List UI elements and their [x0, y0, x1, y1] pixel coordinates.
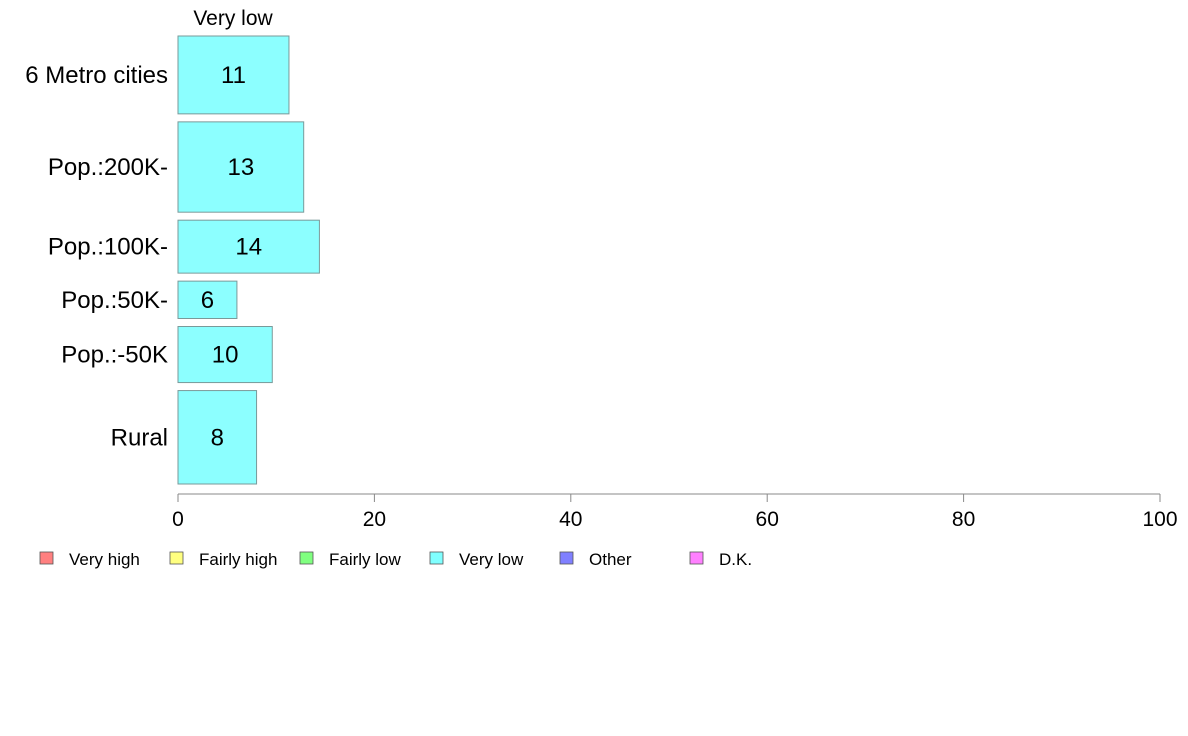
x-tick-label-3: 60: [756, 508, 779, 531]
legend-swatch-2: [299, 551, 314, 565]
bars: 11 6 Metro cities 13 Pop.:200K- 14 Pop.:100K-…: [25, 35, 320, 485]
data-label-3: 6: [201, 287, 214, 314]
bar-5: [177, 390, 258, 485]
x-tick-label-1: 20: [363, 508, 386, 531]
x-tick-label-4: 80: [952, 508, 975, 531]
legend-label-3: Very low: [459, 550, 524, 569]
x-tick-label-0: 0: [172, 508, 184, 531]
legend-label-5: D.K.: [719, 550, 752, 569]
bar-2: [177, 219, 320, 274]
data-label-2: 14: [235, 234, 262, 261]
data-label-4: 10: [212, 342, 239, 369]
category-label-1: Pop.:200K-: [48, 154, 168, 181]
legend-label-0: Very high: [69, 550, 140, 569]
x-tick-label-2: 40: [559, 508, 582, 531]
bar-1: [177, 121, 305, 213]
series-title: Very low: [193, 7, 273, 30]
legend-swatch-1: [169, 551, 184, 565]
legend-label-2: Fairly low: [329, 550, 402, 569]
x-axis: 0 20 40 60 80 100: [172, 493, 1178, 531]
bar-3: [177, 280, 238, 320]
data-label-0: 11: [221, 62, 246, 89]
legend-swatch-4: [559, 551, 574, 565]
category-label-2: Pop.:100K-: [48, 234, 168, 261]
legend-swatch-5: [689, 551, 704, 565]
bar-0: [177, 35, 290, 115]
data-label-5: 8: [211, 424, 224, 451]
bar-4: [177, 326, 273, 384]
legend-swatch-3: [429, 551, 444, 565]
category-label-3: Pop.:50K-: [61, 287, 168, 314]
legend: Very high Fairly high Fairly low Very low Ot…: [39, 550, 752, 569]
legend-swatch-0: [39, 551, 54, 565]
x-tick-label-5: 100: [1142, 508, 1177, 531]
category-label-0: 6 Metro cities: [25, 62, 168, 89]
legend-label-1: Fairly high: [199, 550, 277, 569]
data-label-1: 13: [227, 154, 254, 181]
category-label-5: Rural: [111, 424, 168, 451]
legend-label-4: Other: [589, 550, 632, 569]
category-label-4: Pop.:-50K: [61, 342, 168, 369]
